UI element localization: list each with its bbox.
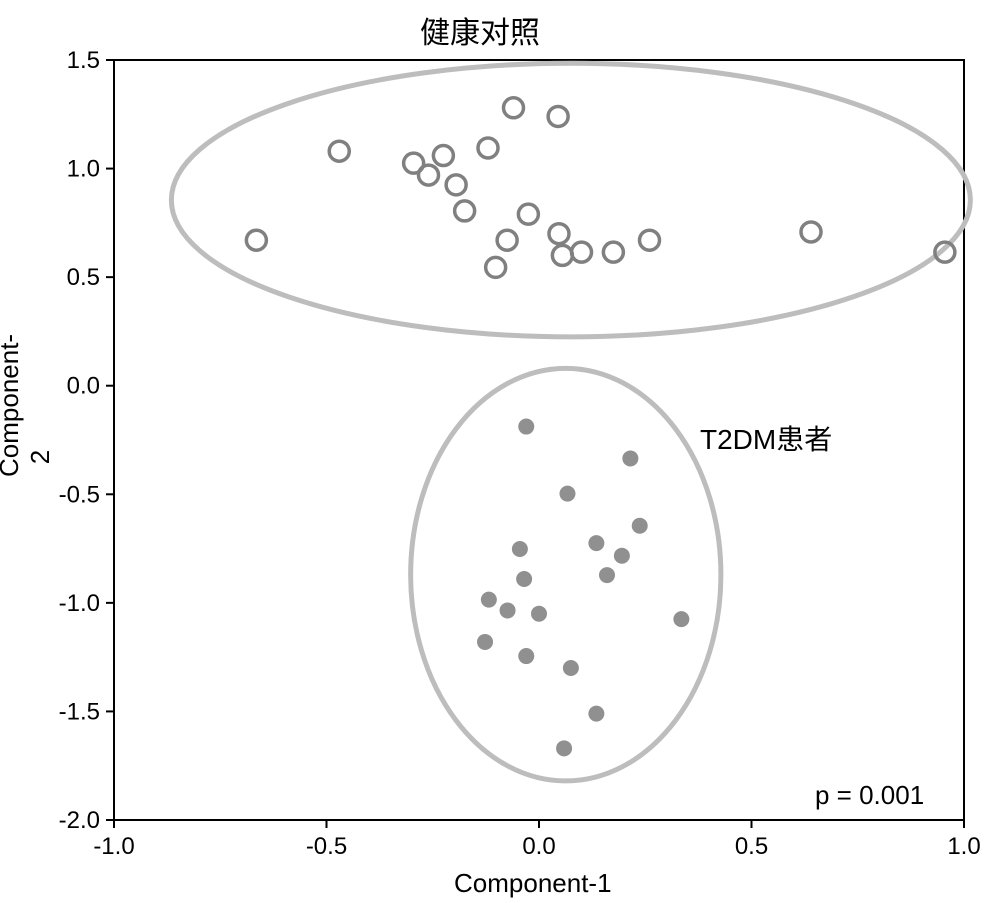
svg-text:-1.0: -1.0: [93, 833, 134, 860]
plot-svg: -1.0 -0.5 0.0 0.5 1.0 -2.0 -1.5 -1.0 -0.5 0.0 0.5 1…: [0, 0, 1000, 903]
svg-text:0.0: 0.0: [67, 373, 100, 400]
scatter-plot: -1.0 -0.5 0.0 0.5 1.0 -2.0 -1.5 -1.0 -0.5 0.0 0.5 1…: [0, 0, 1000, 903]
svg-text:0.0: 0.0: [522, 833, 555, 860]
pvalue-text: p = 0.001: [815, 780, 924, 811]
group2-label: T2DM患者: [700, 418, 832, 458]
svg-text:-0.5: -0.5: [59, 481, 100, 508]
x-axis-label: Component-1: [454, 868, 612, 899]
svg-text:-0.5: -0.5: [306, 833, 347, 860]
svg-text:-2.0: -2.0: [59, 807, 100, 834]
svg-text:-1.0: -1.0: [59, 590, 100, 617]
y-axis-label: Component-2: [0, 437, 56, 477]
svg-text:1.5: 1.5: [67, 47, 100, 74]
svg-text:-1.5: -1.5: [59, 698, 100, 725]
svg-text:0.5: 0.5: [67, 264, 100, 291]
group1-label: 健康对照: [420, 8, 540, 52]
svg-text:1.0: 1.0: [947, 833, 980, 860]
svg-text:1.0: 1.0: [67, 156, 100, 183]
svg-text:0.5: 0.5: [735, 833, 768, 860]
